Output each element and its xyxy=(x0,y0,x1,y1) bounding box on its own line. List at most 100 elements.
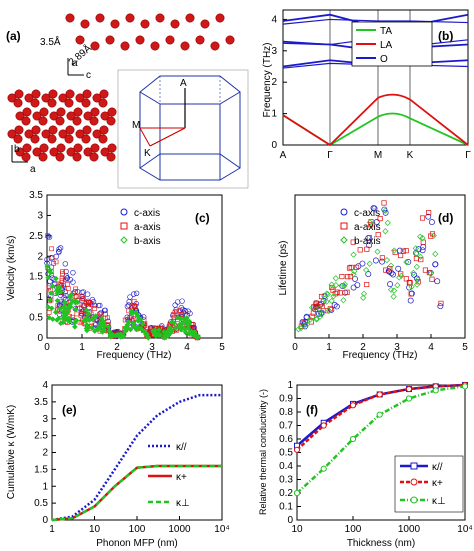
velocity-point-b-axis xyxy=(101,323,108,329)
axis-up-label-bottom: b xyxy=(14,144,20,155)
velocity-point-a-axis xyxy=(122,317,128,323)
y-tick-label-b: 2 xyxy=(271,77,277,88)
lifetime-point-a-axis xyxy=(346,265,353,271)
velocity-point-a-axis xyxy=(92,306,97,311)
lifetime-point-b-axis xyxy=(366,260,373,267)
legend-f-kpar-marker xyxy=(410,462,418,470)
kappa-curve-2 xyxy=(51,464,222,522)
atom xyxy=(65,13,75,23)
y-tick-label-e: 1.5 xyxy=(34,464,48,475)
lifetime-point-a-axis xyxy=(309,313,315,319)
velocity-point-b-axis xyxy=(58,288,64,295)
atom xyxy=(41,129,51,139)
x-tick-label-b: Γ xyxy=(327,150,333,161)
lifetime-point-b-axis xyxy=(332,282,340,289)
velocity-point-c-axis xyxy=(172,302,178,308)
velocity-point-b-axis xyxy=(83,307,90,314)
y-tick-label-f: 0.6 xyxy=(279,434,293,445)
velocity-point-c-axis xyxy=(57,245,64,251)
y-tick-label-f: 0.2 xyxy=(279,488,293,499)
lifetime-point-a-axis xyxy=(418,257,424,263)
y-axis-label-f: Relative thermal conductivity (-) xyxy=(258,389,268,515)
atom xyxy=(72,116,82,126)
lifetime-point-c-axis xyxy=(390,271,397,278)
velocity-point-a-axis xyxy=(65,286,71,291)
velocity-point-b-axis xyxy=(54,290,60,297)
y-tick-label-c: 3 xyxy=(37,210,43,221)
lifetime-point-b-axis xyxy=(332,275,339,282)
atom xyxy=(210,41,220,51)
velocity-point-a-axis xyxy=(174,309,179,314)
lifetime-point-a-axis xyxy=(350,239,356,245)
velocity-point-b-axis xyxy=(127,326,134,333)
lifetime-point-c-axis xyxy=(359,260,366,267)
relative-kappa-marker xyxy=(320,422,327,429)
y-tick-label-e: 3 xyxy=(42,414,48,425)
distance-2-89-label: 2.89Å xyxy=(66,41,95,68)
x-tick-label-f: 10 xyxy=(291,524,303,535)
velocity-point-b-axis xyxy=(72,297,79,304)
lifetime-point-a-axis xyxy=(428,233,434,239)
atom xyxy=(225,35,235,45)
lifetime-point-a-axis xyxy=(403,276,409,282)
lifetime-point-b-axis xyxy=(341,282,348,290)
panel-f: (f) Relative thermal conductivity (-) Th… xyxy=(258,380,473,549)
lifetime-point-c-axis xyxy=(437,303,444,310)
atom xyxy=(21,116,31,126)
legend-d-a-axis-marker xyxy=(340,222,348,230)
velocity-point-a-axis xyxy=(59,276,65,281)
velocity-point-a-axis xyxy=(46,285,52,291)
atom xyxy=(48,125,58,135)
lifetime-point-a-axis xyxy=(426,210,432,216)
velocity-point-c-axis xyxy=(70,279,76,285)
velocity-point-b-axis xyxy=(186,330,193,337)
lifetime-point-a-axis xyxy=(318,293,325,300)
lifetime-point-a-axis xyxy=(308,319,314,325)
y-tick-label-e: 0 xyxy=(42,515,48,526)
lifetime-point-b-axis xyxy=(412,245,419,252)
velocity-point-a-axis xyxy=(62,277,68,282)
x-tick-label-f: 1000 xyxy=(398,524,421,535)
atom xyxy=(140,19,150,29)
lifetime-point-b-axis xyxy=(321,295,329,302)
legend-f-kplus-marker xyxy=(410,478,418,486)
atom xyxy=(15,111,25,121)
atom xyxy=(75,35,85,45)
y-tick-label-f: 0 xyxy=(287,515,293,526)
velocity-point-a-axis xyxy=(79,308,85,314)
atom xyxy=(75,93,85,103)
atom xyxy=(7,129,17,139)
x-tick-label-f: 100 xyxy=(345,524,362,535)
legend-d-c-axis: c-axis xyxy=(354,208,380,219)
velocity-point-b-axis xyxy=(190,329,197,336)
atom xyxy=(135,35,145,45)
x-ticks-d: 0 1 2 3 4 5 xyxy=(292,334,468,353)
lifetime-point-b-axis xyxy=(387,262,395,269)
atom xyxy=(195,35,205,45)
legend-d-a-axis: a-axis xyxy=(354,222,381,233)
panel-d-label: (d) xyxy=(438,211,453,225)
axis-indicator-top: a c xyxy=(67,58,91,81)
velocity-point-b-axis xyxy=(85,311,92,317)
velocity-point-a-axis xyxy=(177,308,183,314)
lifetime-point-c-axis xyxy=(405,259,412,265)
lifetime-point-b-axis xyxy=(408,283,415,290)
legend-b: TA LA O xyxy=(351,21,433,67)
lifetime-point-c-axis xyxy=(333,303,340,310)
panel-c: (c) Velocity (km/s) Frequency (THz) 0 0.5… xyxy=(6,190,225,361)
atom xyxy=(55,152,65,162)
lifetime-point-c-axis xyxy=(395,265,402,272)
atom xyxy=(22,143,32,153)
legend-d-c-axis-marker xyxy=(340,208,348,216)
atom xyxy=(98,134,108,144)
lifetime-points xyxy=(295,200,444,333)
legend-b-axis: b-axis xyxy=(134,236,161,247)
lifetime-point-b-axis xyxy=(363,266,370,274)
atom xyxy=(24,129,34,139)
y-tick-label-b: 4 xyxy=(271,14,277,25)
velocity-point-b-axis xyxy=(101,326,108,333)
y-tick-label-e: 4 xyxy=(42,380,48,391)
velocity-point-a-axis xyxy=(82,303,87,308)
lifetime-point-c-axis xyxy=(428,219,435,226)
